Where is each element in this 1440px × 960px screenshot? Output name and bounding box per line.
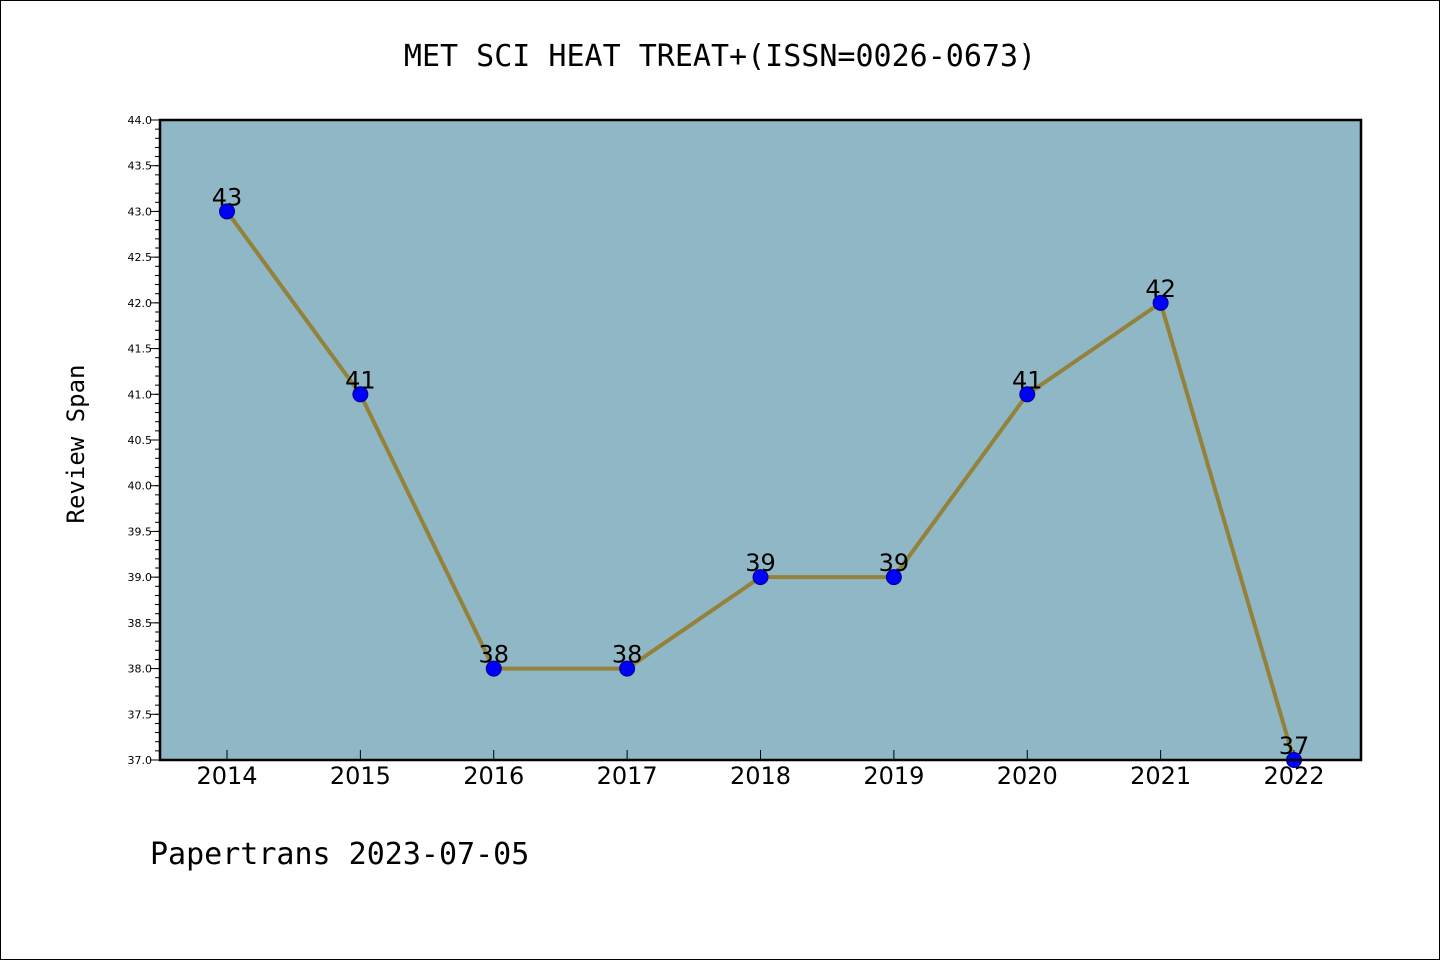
y-tick-label: 38.5 <box>128 617 153 630</box>
footer-text: Papertrans 2023-07-05 <box>150 837 529 872</box>
data-label: 41 <box>345 366 376 394</box>
y-tick-label: 42.5 <box>128 251 153 264</box>
data-point <box>1152 294 1169 311</box>
data-label: 41 <box>1012 366 1043 394</box>
y-tick-label: 42.0 <box>128 297 153 310</box>
y-tick-label: 39.0 <box>128 571 153 584</box>
x-tick-label: 2021 <box>1130 762 1191 790</box>
y-tick-label: 41.0 <box>128 388 153 401</box>
data-point <box>352 386 369 403</box>
data-markers <box>219 203 1302 768</box>
y-tick-label: 38.0 <box>128 663 153 676</box>
x-tick-label: 2019 <box>863 762 924 790</box>
data-label: 39 <box>879 549 910 577</box>
data-label: 39 <box>745 549 776 577</box>
y-axis-label: Review Span <box>62 365 90 524</box>
data-label: 38 <box>478 641 509 669</box>
y-tick-label: 44.0 <box>128 114 153 127</box>
x-axis-ticks: 2014 2015 2016 2017 2018 2019 2020 2021 2022 <box>196 750 1325 790</box>
y-tick-label: 43.0 <box>128 205 153 218</box>
x-tick-label: 2015 <box>330 762 391 790</box>
data-point <box>485 660 502 677</box>
data-point <box>1019 386 1036 403</box>
x-tick-label: 2014 <box>196 762 257 790</box>
plot-area <box>160 120 1361 760</box>
x-tick-label: 2018 <box>730 762 791 790</box>
x-tick-label: 2017 <box>597 762 658 790</box>
chart-title: MET SCI HEAT TREAT+(ISSN=0026-0673) <box>404 39 1036 74</box>
data-label: 43 <box>212 183 243 211</box>
data-label: 38 <box>612 641 643 669</box>
data-point <box>219 203 235 220</box>
data-label: 37 <box>1279 732 1310 760</box>
y-axis-ticks: 37.0 37.5 38.0 38.5 39.0 39.5 40.0 40.5 41.0 41.5… <box>128 114 160 767</box>
data-label: 42 <box>1145 275 1176 303</box>
plot-border <box>158 118 1363 762</box>
x-tick-label: 2020 <box>997 762 1058 790</box>
y-tick-label: 37.5 <box>128 708 153 721</box>
y-tick-label: 41.5 <box>128 343 153 356</box>
y-tick-label: 39.5 <box>128 525 153 538</box>
data-point <box>619 660 636 677</box>
x-tick-label: 2016 <box>463 762 524 790</box>
y-tick-label: 40.5 <box>128 434 153 447</box>
data-point <box>885 569 902 586</box>
y-tick-label: 43.5 <box>128 160 153 173</box>
y-tick-label: 37.0 <box>128 754 153 767</box>
data-labels: 43 41 38 38 39 39 41 42 37 <box>212 183 1310 760</box>
y-tick-label: 40.0 <box>128 480 153 493</box>
data-point <box>752 569 769 586</box>
